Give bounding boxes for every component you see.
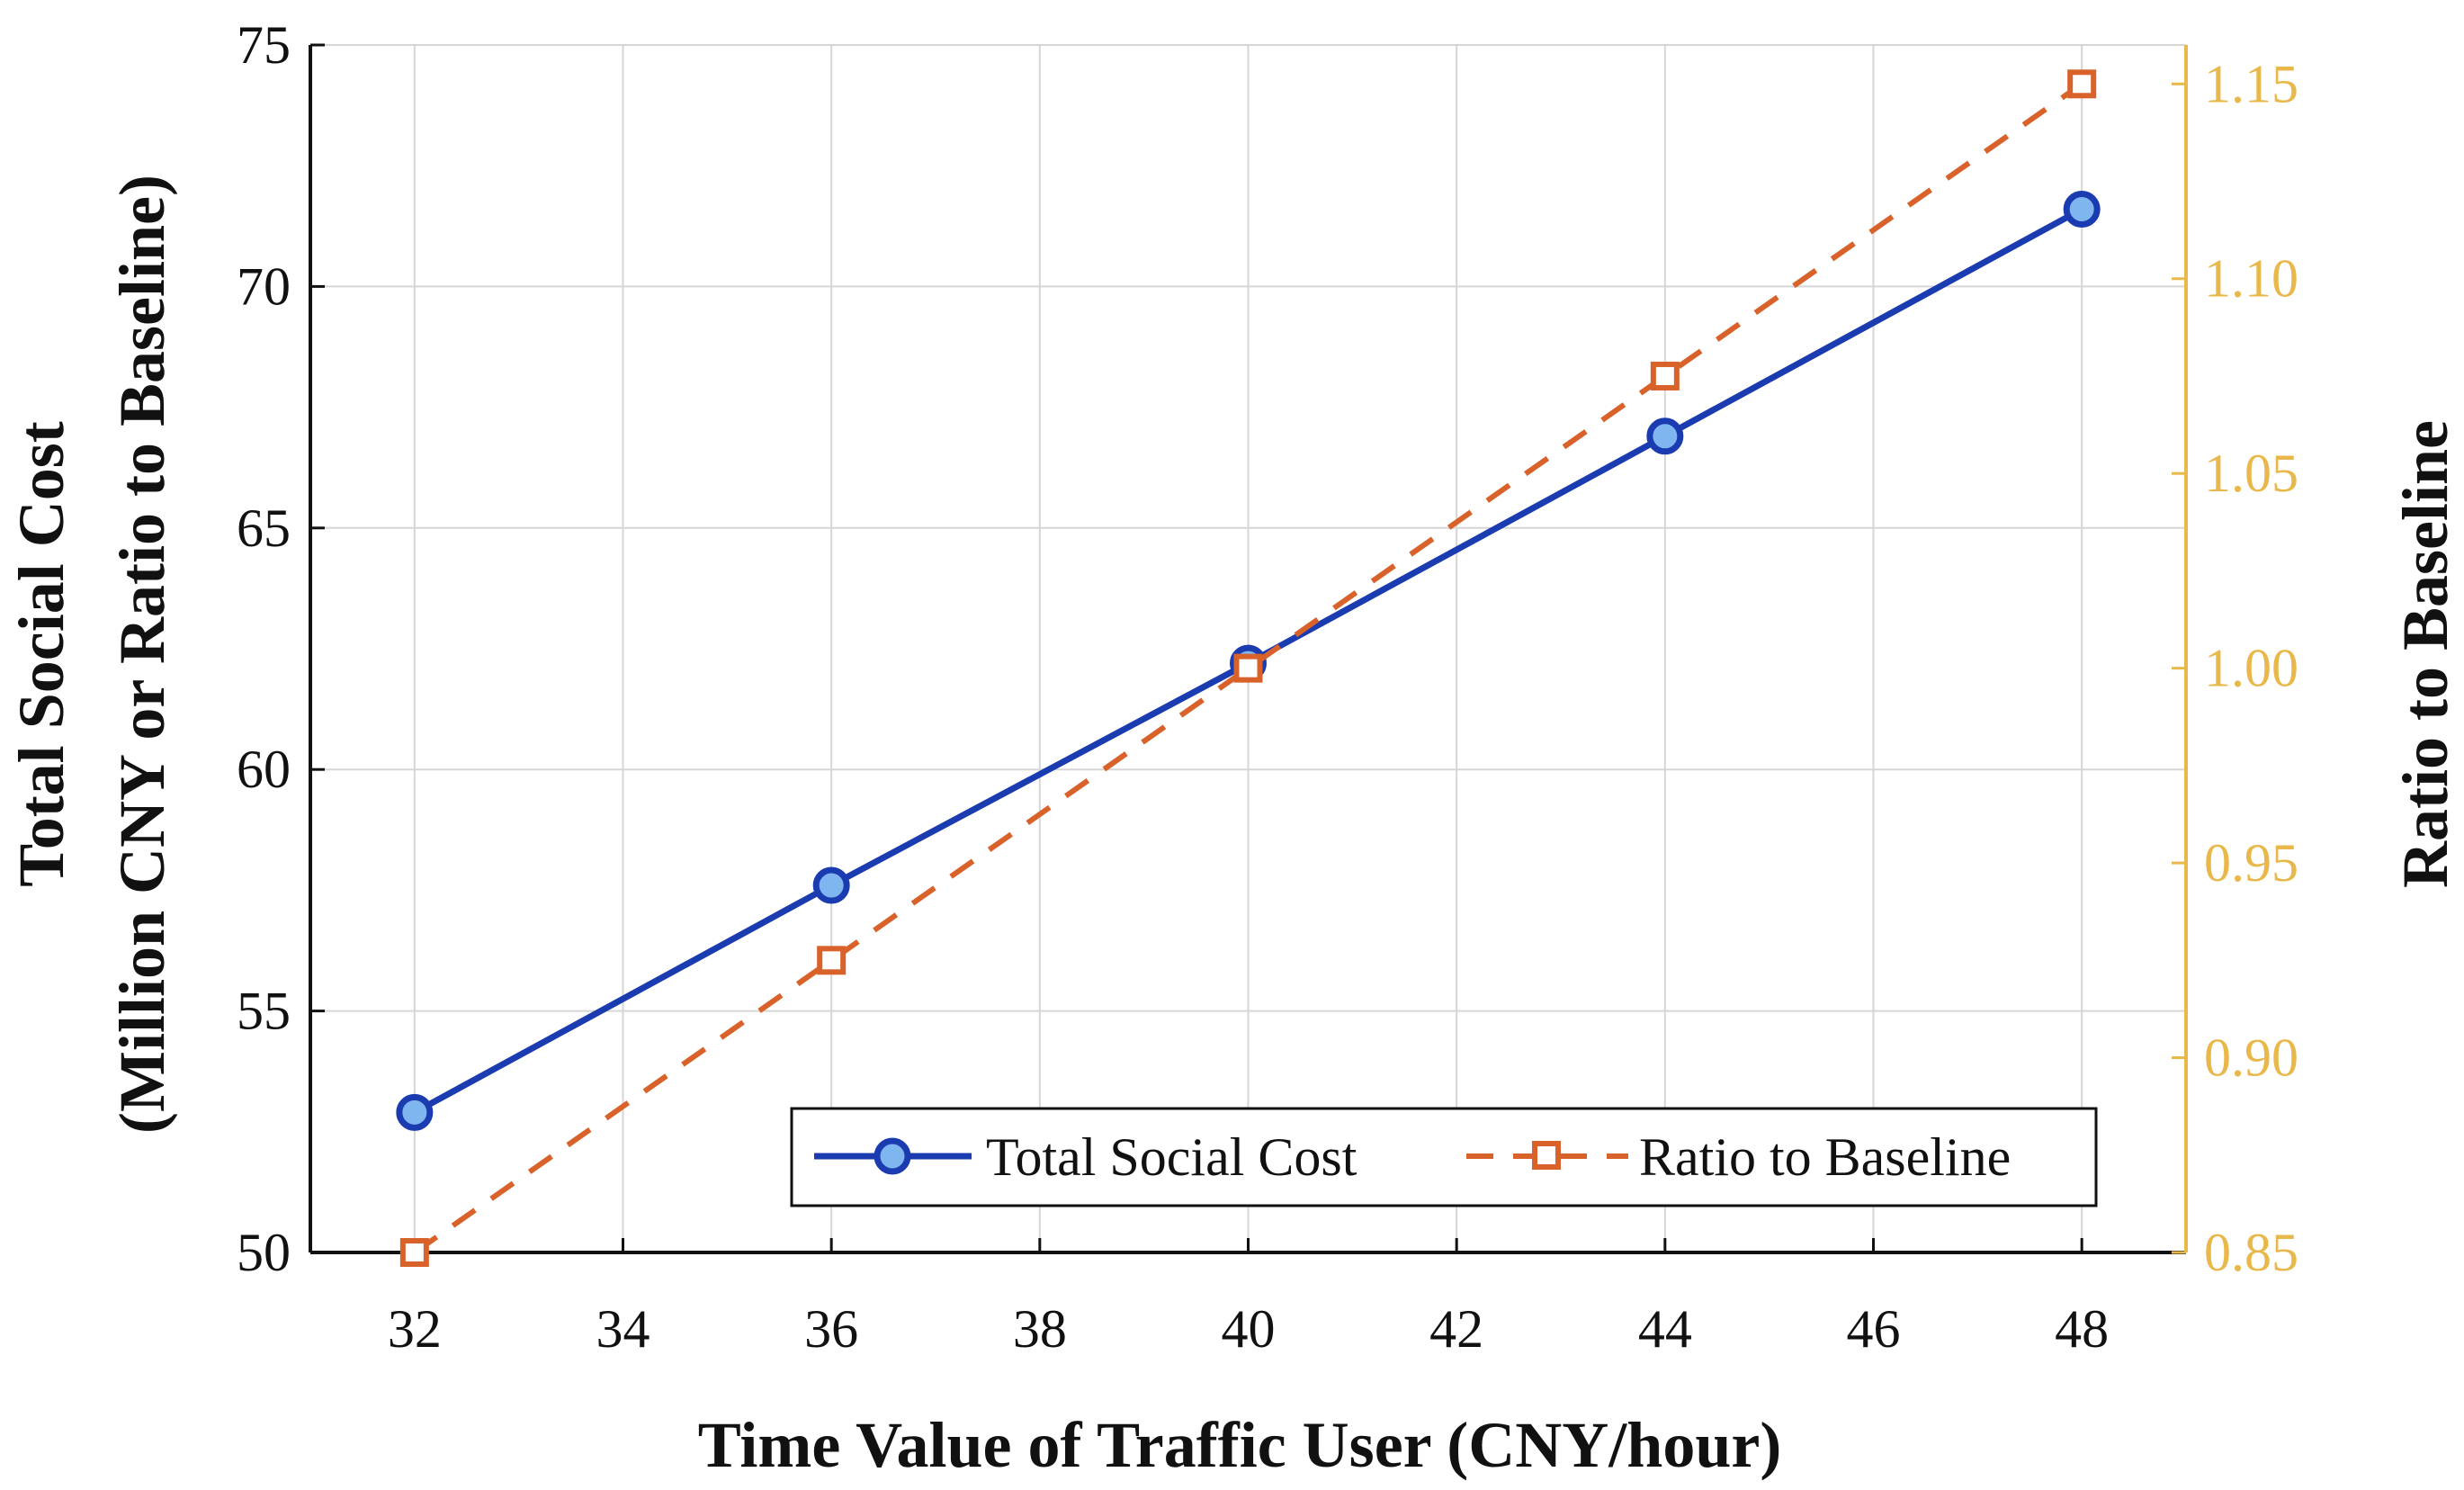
legend-label-ratio-to-baseline: Ratio to Baseline [1639,1127,2011,1187]
axes-layer [309,43,2188,1254]
y-tick-label: 75 [237,15,291,75]
data-point-ratio-to-baseline [1233,653,1263,683]
series-line-ratio-to-baseline [413,81,2083,1255]
labels-layer: 32 34 36 38 40 42 44 46 48 50 55 60 65 70 75 0.85 0.90 0.… [237,15,2298,1359]
y-tick-label: 55 [237,982,291,1041]
x-tick-label: 38 [1013,1299,1067,1359]
x-tick-label: 34 [596,1299,650,1359]
y-tick-label: 50 [237,1223,291,1282]
y-axis-title-line2: (Million CNY or Ratio to Baseline) [106,175,178,1134]
legend-marker-total-social-cost [874,1137,911,1175]
right-y-tick-label: 1.10 [2204,249,2298,309]
legend-label-total-social-cost: Total Social Cost [986,1127,1357,1187]
x-tick-label: 48 [2055,1299,2109,1359]
x-tick-label: 32 [388,1299,442,1359]
right-y-tick-label: 0.95 [2204,833,2298,893]
x-tick-label: 40 [1222,1299,1276,1359]
data-point-total-social-cost [396,1093,434,1131]
y-tick-label: 65 [237,498,291,558]
x-axis-title: Time Value of Traffic User (CNY/hour) [698,1409,1782,1481]
x-tick-label: 46 [1847,1299,1901,1359]
right-y-tick-label: 1.00 [2204,639,2298,698]
data-point-ratio-to-baseline [817,946,847,975]
legend-marker-ratio-to-baseline [1532,1141,1561,1170]
x-tick-label: 44 [1638,1299,1692,1359]
right-y-tick-label: 0.85 [2204,1223,2298,1282]
right-y-tick-label: 1.15 [2204,54,2298,113]
data-point-total-social-cost [1646,417,1684,455]
x-tick-label: 36 [804,1299,858,1359]
data-point-ratio-to-baseline [1650,361,1680,390]
series-layer [396,69,2101,1267]
right-y-tick-label: 1.05 [2204,444,2298,503]
right-axis-title: Ratio to Baseline [2389,420,2461,888]
y-tick-label: 60 [237,740,291,799]
data-point-total-social-cost [812,866,850,904]
y-tick-label: 70 [237,256,291,316]
legend: Total Social Cost Ratio to Baseline [790,1107,2098,1207]
data-point-ratio-to-baseline [2067,69,2097,99]
legend-box [790,1107,2098,1207]
y-axis-title-line1: Total Social Cost [5,421,77,886]
data-point-total-social-cost [2063,191,2101,229]
right-y-tick-label: 0.90 [2204,1028,2298,1088]
data-point-ratio-to-baseline [399,1238,429,1267]
x-tick-label: 42 [1429,1299,1483,1359]
